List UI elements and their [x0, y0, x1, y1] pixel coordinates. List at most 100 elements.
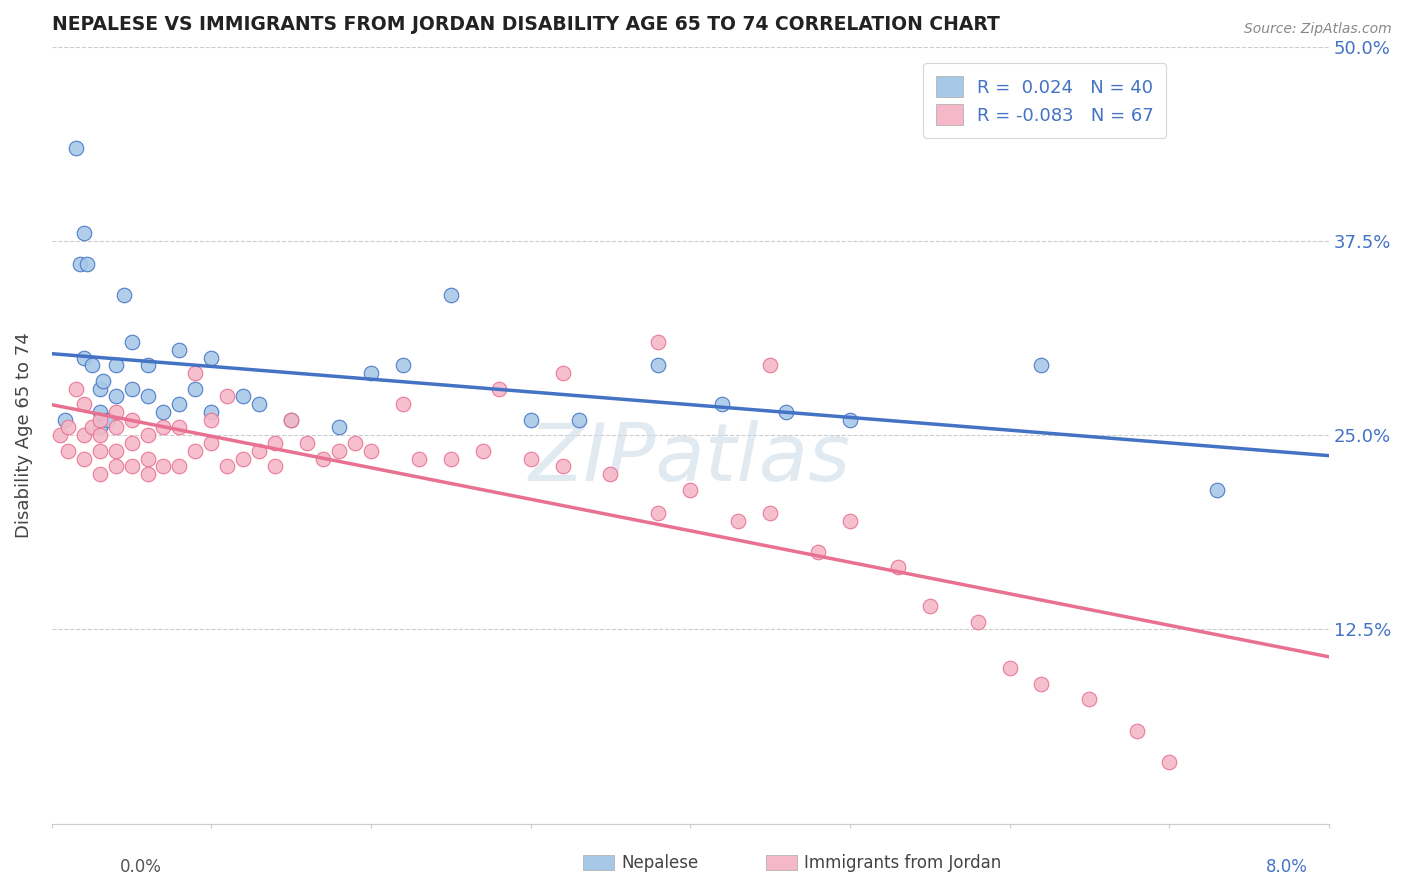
- Text: Source: ZipAtlas.com: Source: ZipAtlas.com: [1244, 22, 1392, 37]
- Point: [169, 397, 191, 411]
- Point: [136, 451, 159, 466]
- Point: [295, 436, 318, 450]
- Point: [104, 389, 127, 403]
- Point: [73, 451, 96, 466]
- Point: [184, 443, 207, 458]
- Point: [169, 459, 191, 474]
- Point: [136, 428, 159, 442]
- Point: [838, 514, 860, 528]
- Point: [200, 436, 222, 450]
- Point: [408, 451, 430, 466]
- Point: [121, 459, 143, 474]
- Point: [312, 451, 335, 466]
- Point: [53, 412, 76, 426]
- Point: [69, 257, 91, 271]
- Point: [169, 343, 191, 357]
- Point: [488, 382, 510, 396]
- Point: [887, 560, 910, 574]
- Point: [89, 412, 111, 426]
- Point: [200, 351, 222, 365]
- Point: [360, 443, 382, 458]
- Point: [1078, 692, 1101, 706]
- Point: [73, 397, 96, 411]
- Point: [1126, 723, 1149, 738]
- Point: [65, 141, 87, 155]
- Point: [519, 412, 541, 426]
- Point: [392, 397, 415, 411]
- Point: [1159, 755, 1181, 769]
- Point: [48, 428, 70, 442]
- Point: [247, 443, 270, 458]
- Point: [647, 506, 669, 520]
- Point: [647, 334, 669, 349]
- Point: [328, 443, 350, 458]
- Point: [121, 412, 143, 426]
- Point: [89, 382, 111, 396]
- Point: [104, 459, 127, 474]
- Legend: R =  0.024   N = 40, R = -0.083   N = 67: R = 0.024 N = 40, R = -0.083 N = 67: [922, 63, 1167, 137]
- Point: [65, 382, 87, 396]
- Point: [152, 459, 174, 474]
- Point: [280, 412, 302, 426]
- Point: [76, 257, 98, 271]
- Point: [89, 443, 111, 458]
- Text: Immigrants from Jordan: Immigrants from Jordan: [804, 854, 1001, 871]
- Point: [440, 288, 463, 302]
- Point: [136, 467, 159, 481]
- Point: [73, 351, 96, 365]
- Point: [200, 412, 222, 426]
- Point: [121, 334, 143, 349]
- Point: [56, 420, 79, 434]
- Point: [121, 382, 143, 396]
- Point: [184, 366, 207, 380]
- Point: [73, 428, 96, 442]
- Point: [73, 226, 96, 240]
- Point: [280, 412, 302, 426]
- Point: [599, 467, 621, 481]
- Point: [89, 420, 111, 434]
- Point: [807, 545, 830, 559]
- Point: [344, 436, 367, 450]
- Point: [471, 443, 494, 458]
- Text: Nepalese: Nepalese: [621, 854, 699, 871]
- Point: [152, 405, 174, 419]
- Text: 8.0%: 8.0%: [1265, 858, 1308, 876]
- Y-axis label: Disability Age 65 to 74: Disability Age 65 to 74: [15, 333, 32, 538]
- Point: [551, 366, 574, 380]
- Text: NEPALESE VS IMMIGRANTS FROM JORDAN DISABILITY AGE 65 TO 74 CORRELATION CHART: NEPALESE VS IMMIGRANTS FROM JORDAN DISAB…: [52, 15, 1000, 34]
- Point: [392, 359, 415, 373]
- Point: [328, 420, 350, 434]
- Point: [232, 389, 254, 403]
- Point: [136, 389, 159, 403]
- Point: [80, 420, 103, 434]
- Point: [440, 451, 463, 466]
- Point: [519, 451, 541, 466]
- Point: [89, 405, 111, 419]
- Point: [759, 359, 782, 373]
- Point: [91, 374, 114, 388]
- Point: [711, 397, 734, 411]
- Point: [104, 443, 127, 458]
- Point: [567, 412, 589, 426]
- Point: [56, 443, 79, 458]
- Point: [1031, 359, 1053, 373]
- Point: [104, 420, 127, 434]
- Point: [838, 412, 860, 426]
- Point: [184, 382, 207, 396]
- Point: [136, 359, 159, 373]
- Point: [247, 397, 270, 411]
- Point: [112, 288, 135, 302]
- Point: [169, 420, 191, 434]
- Point: [104, 405, 127, 419]
- Point: [1206, 483, 1229, 497]
- Point: [200, 405, 222, 419]
- Point: [1031, 677, 1053, 691]
- Text: 0.0%: 0.0%: [120, 858, 162, 876]
- Point: [998, 661, 1021, 675]
- Point: [104, 359, 127, 373]
- Point: [551, 459, 574, 474]
- Point: [360, 366, 382, 380]
- Point: [775, 405, 797, 419]
- Point: [217, 459, 239, 474]
- Point: [679, 483, 702, 497]
